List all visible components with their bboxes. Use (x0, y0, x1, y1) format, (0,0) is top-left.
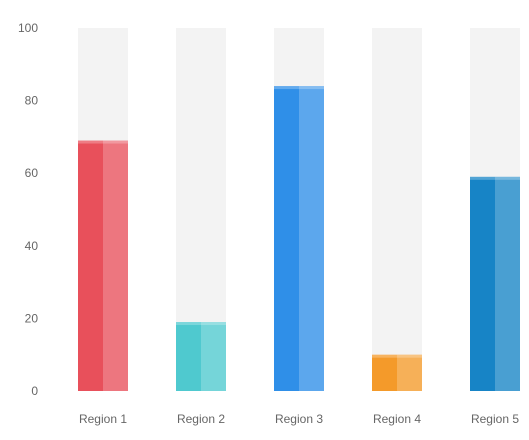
bar (176, 322, 226, 391)
bar-fill (470, 176, 520, 391)
y-tick-label: 0 (31, 384, 38, 398)
bar-fill (78, 140, 128, 391)
bar-highlight (495, 176, 520, 391)
bar-highlight (397, 354, 422, 391)
bar (274, 86, 324, 391)
bar-fill (274, 86, 324, 391)
bar-highlight (201, 322, 226, 391)
bar (372, 354, 422, 391)
bars (78, 86, 520, 391)
x-tick-label: Region 2 (177, 412, 225, 426)
bar-cap (78, 140, 128, 144)
x-axis-labels: Region 1 Region 2 Region 3 Region 4 Region 5 (79, 412, 519, 426)
y-axis-ticks: 0 20 40 60 80 100 (18, 21, 38, 398)
bar-track (372, 28, 422, 391)
x-tick-label: Region 3 (275, 412, 323, 426)
y-tick-label: 60 (25, 166, 39, 180)
x-tick-label: Region 5 (471, 412, 519, 426)
bar (78, 140, 128, 391)
y-tick-label: 80 (25, 94, 39, 108)
bar-cap (176, 322, 226, 326)
bar-cap (470, 176, 520, 180)
bar (470, 176, 520, 391)
bar-fill (372, 354, 422, 391)
bar-cap (372, 354, 422, 358)
bar-highlight (103, 140, 128, 391)
x-tick-label: Region 1 (79, 412, 127, 426)
bar-highlight (299, 86, 324, 391)
y-tick-label: 100 (18, 21, 38, 35)
y-tick-label: 40 (25, 239, 39, 253)
bar-cap (274, 86, 324, 90)
y-tick-label: 20 (25, 311, 39, 325)
bar-fill (176, 322, 226, 391)
x-tick-label: Region 4 (373, 412, 421, 426)
